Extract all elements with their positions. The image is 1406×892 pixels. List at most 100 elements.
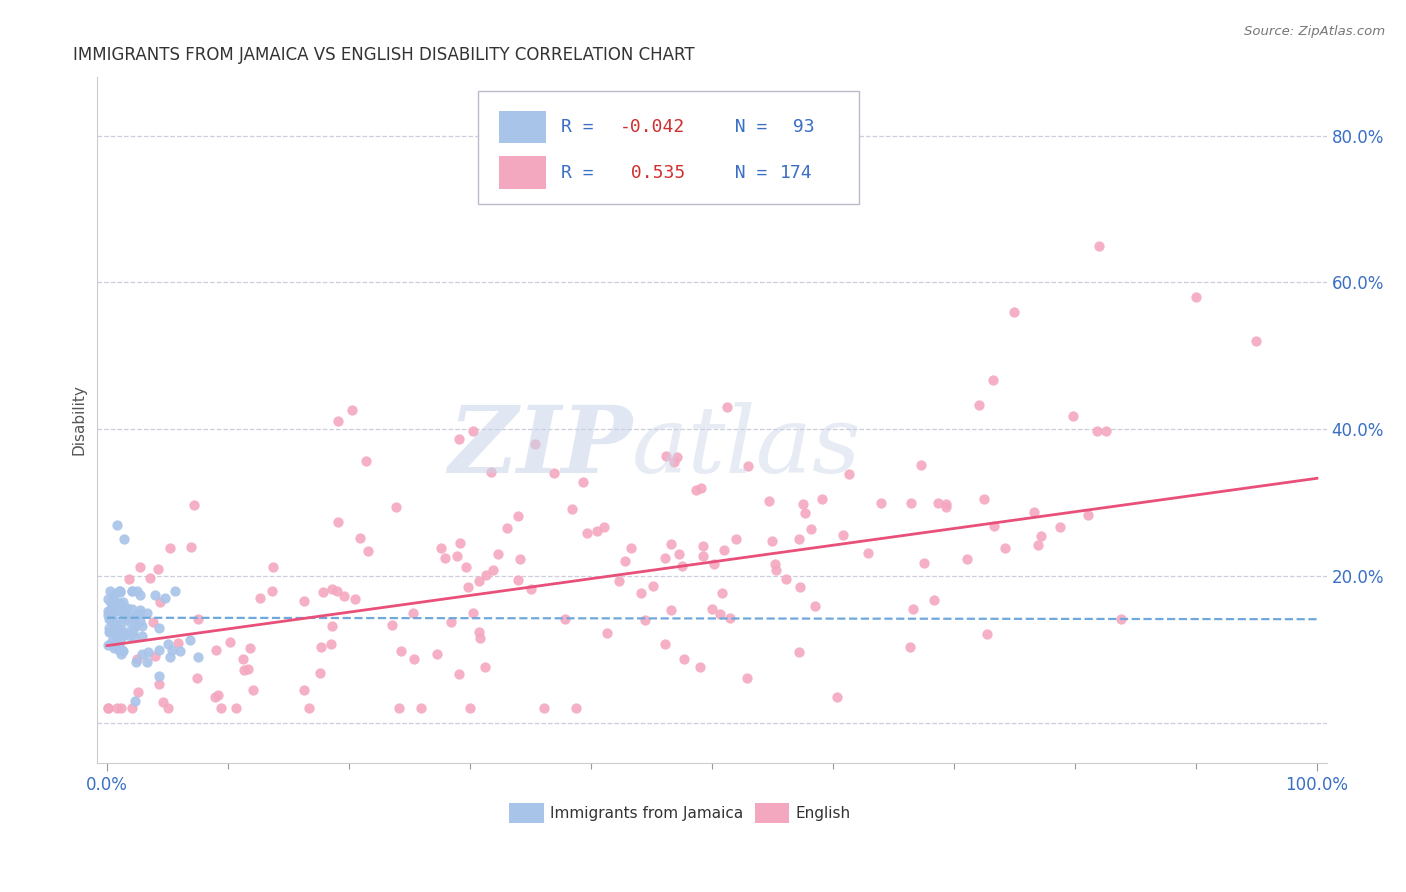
Point — [409, 701, 432, 715]
Point — [328, 414, 350, 428]
FancyBboxPatch shape — [499, 111, 546, 144]
Point — [440, 615, 463, 630]
Point — [775, 573, 797, 587]
Point — [592, 520, 614, 534]
Point — [129, 603, 152, 617]
Point — [800, 522, 823, 536]
Point — [128, 588, 150, 602]
Point — [101, 624, 124, 639]
Point — [765, 557, 787, 571]
Point — [110, 583, 132, 598]
Point — [461, 424, 484, 438]
Point — [832, 528, 855, 542]
Point — [121, 701, 143, 715]
Point — [262, 560, 284, 574]
Point — [349, 531, 371, 545]
Point — [898, 640, 921, 654]
Point — [793, 506, 815, 520]
Point — [155, 591, 177, 606]
Point — [702, 602, 724, 616]
Point — [179, 632, 201, 647]
Point — [162, 642, 184, 657]
Point — [139, 571, 162, 585]
Point — [404, 652, 426, 666]
Point — [97, 604, 120, 618]
Point — [101, 626, 124, 640]
Point — [900, 496, 922, 510]
Point — [236, 662, 259, 676]
Point — [159, 541, 181, 556]
Text: ZIP: ZIP — [449, 402, 633, 492]
Point — [543, 466, 565, 480]
Point — [1022, 505, 1045, 519]
Point — [326, 584, 349, 599]
Text: R =: R = — [561, 164, 605, 182]
Point — [125, 583, 148, 598]
Point — [152, 695, 174, 709]
Point — [97, 604, 120, 618]
Point — [312, 584, 335, 599]
Point — [112, 627, 135, 641]
Point — [1088, 238, 1111, 252]
Point — [910, 458, 932, 472]
Point — [107, 640, 129, 654]
Point — [101, 615, 124, 630]
Point — [554, 612, 576, 626]
Point — [692, 549, 714, 563]
Point — [108, 632, 131, 646]
Point — [292, 594, 315, 608]
Point — [98, 610, 121, 624]
Point — [655, 450, 678, 464]
Point — [565, 701, 588, 715]
Point — [533, 701, 555, 715]
Point — [97, 591, 120, 606]
Point — [912, 556, 935, 570]
Point — [716, 400, 738, 414]
Point — [110, 701, 132, 715]
FancyBboxPatch shape — [499, 156, 546, 189]
Point — [131, 647, 153, 661]
Point — [402, 606, 425, 620]
Point — [148, 677, 170, 691]
Point — [112, 604, 135, 618]
Point — [643, 578, 665, 592]
Point — [326, 515, 349, 529]
Point — [105, 630, 128, 644]
Point — [1004, 304, 1026, 318]
Point — [1077, 508, 1099, 522]
Point — [1087, 424, 1109, 438]
Point — [508, 509, 530, 524]
Point — [148, 643, 170, 657]
Point — [956, 552, 979, 566]
Point — [470, 631, 492, 645]
Point — [458, 701, 481, 715]
Point — [292, 682, 315, 697]
Point — [156, 638, 179, 652]
Point — [967, 398, 990, 412]
Point — [112, 644, 135, 658]
Point — [104, 614, 127, 628]
Point — [449, 536, 471, 550]
Point — [187, 649, 209, 664]
Point — [474, 568, 496, 582]
Point — [446, 549, 468, 564]
Point — [122, 624, 145, 638]
Point — [994, 541, 1017, 555]
Point — [169, 644, 191, 658]
Point — [115, 625, 138, 640]
Point — [825, 690, 848, 705]
Point — [426, 647, 449, 661]
Point — [474, 660, 496, 674]
Point — [97, 612, 120, 626]
Point — [449, 432, 471, 446]
Text: -0.042: -0.042 — [620, 118, 685, 136]
Text: Source: ZipAtlas.com: Source: ZipAtlas.com — [1244, 25, 1385, 38]
Point — [98, 621, 121, 635]
Point — [804, 599, 827, 614]
Point — [101, 633, 124, 648]
Text: atlas: atlas — [633, 402, 862, 492]
Point — [508, 573, 530, 587]
Point — [983, 519, 1005, 533]
Point — [105, 701, 128, 715]
Point — [103, 587, 125, 601]
